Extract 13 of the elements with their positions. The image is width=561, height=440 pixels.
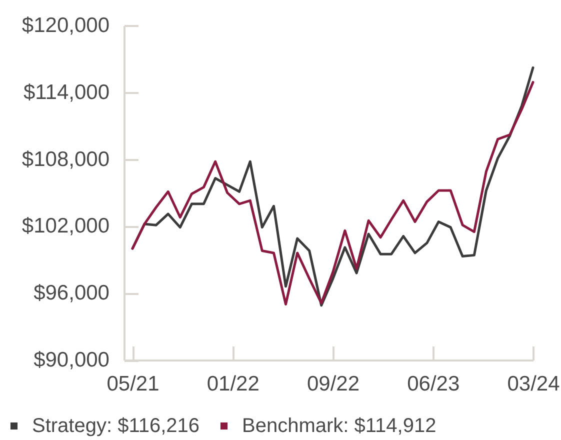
y-tick-label: $120,000 (22, 14, 110, 37)
legend-label: Benchmark: $114,912 (242, 415, 436, 437)
x-tick-label: 03/24 (507, 372, 560, 396)
y-tick-label: $90,000 (34, 348, 110, 372)
y-tick-label: $102,000 (22, 214, 110, 238)
x-tick-label: 09/22 (306, 372, 360, 396)
y-tick-label: $114,000 (23, 80, 110, 104)
x-tick-label: 06/23 (407, 372, 460, 396)
y-tick-label: $96,000 (34, 282, 110, 305)
x-tick-label: 01/22 (206, 372, 260, 396)
legend-label: Strategy: $116,216 (32, 415, 200, 437)
x-tick-label: 05/21 (106, 372, 160, 396)
y-tick-label: $108,000 (22, 148, 110, 171)
